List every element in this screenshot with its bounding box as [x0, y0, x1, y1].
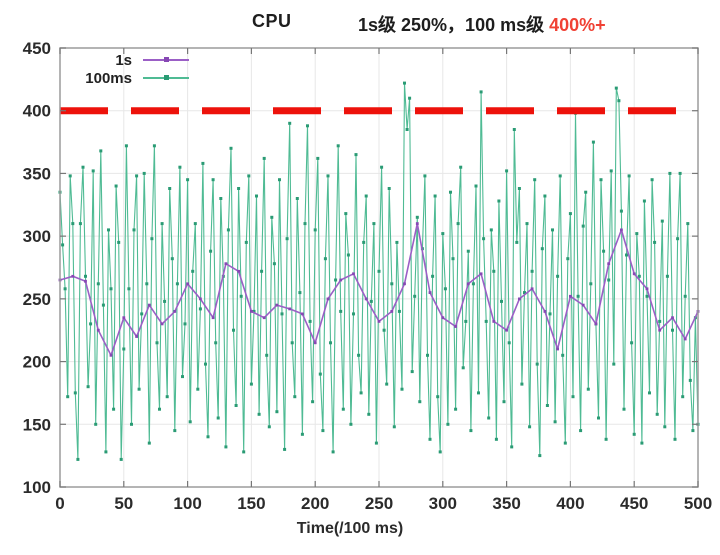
legend-item-1s: 1s	[68, 51, 189, 69]
x-tick-labels: 0 50 100 150 200 250 300 350 400 450 500	[55, 494, 712, 513]
y-tick-labels: 100 150 200 250 300 350 400 450	[23, 39, 51, 497]
chart-subtitle: 1s级 250%，100 ms级 400%+	[358, 11, 606, 37]
chart-subtitle-red-highlight: 400%+	[549, 15, 606, 35]
axis-ticks	[59, 47, 699, 488]
x-tick-label: 0	[55, 494, 64, 513]
y-tick-label: 350	[23, 164, 51, 183]
x-tick-label: 450	[620, 494, 648, 513]
x-tick-label: 300	[429, 494, 457, 513]
legend-marker-100ms	[164, 75, 169, 80]
y-tick-label: 100	[23, 478, 51, 497]
x-tick-label: 150	[237, 494, 265, 513]
legend-item-100ms: 100ms	[68, 69, 189, 87]
x-tick-label: 200	[301, 494, 329, 513]
x-tick-label: 350	[492, 494, 520, 513]
y-tick-label: 200	[23, 353, 51, 372]
series-1s-markers	[58, 222, 700, 357]
legend-line-sample-100ms	[143, 75, 189, 80]
legend-line-sample-1s	[143, 57, 189, 62]
chart-header: CPU 1s级 250%，100 ms级 400%+	[0, 0, 720, 42]
y-tick-label: 450	[23, 39, 51, 58]
series-1s	[58, 222, 700, 357]
y-tick-label: 300	[23, 227, 51, 246]
legend-marker-1s	[164, 57, 169, 62]
y-tick-label: 250	[23, 290, 51, 309]
x-tick-label: 100	[173, 494, 201, 513]
x-tick-label: 50	[114, 494, 133, 513]
legend-label-100ms: 100ms	[85, 69, 132, 87]
chart-subtitle-black: 1s级 250%，100 ms级	[358, 15, 550, 35]
x-tick-label: 250	[365, 494, 393, 513]
legend-label-1s: 1s	[115, 51, 132, 69]
legend: 1s 100ms	[68, 51, 189, 87]
y-tick-label: 150	[23, 415, 51, 434]
x-tick-label: 500	[684, 494, 712, 513]
x-tick-label: 400	[556, 494, 584, 513]
y-tick-label: 400	[23, 102, 51, 121]
x-axis-title: Time(/100 ms)	[296, 520, 404, 537]
chart-title-cpu: CPU	[252, 11, 292, 31]
